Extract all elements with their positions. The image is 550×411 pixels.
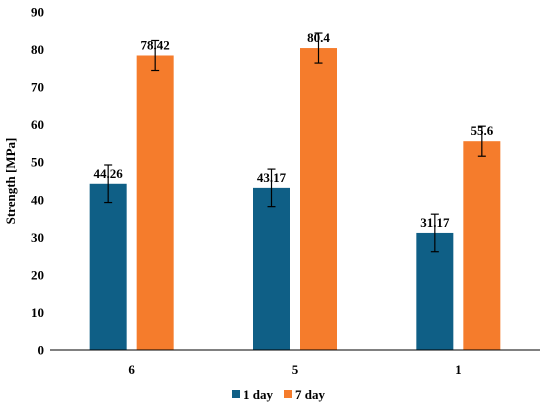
x-tick-label: 5 — [292, 362, 299, 377]
error-bars — [104, 32, 486, 253]
data-label: 80.4 — [307, 30, 330, 45]
legend-label: 7 day — [295, 387, 325, 402]
data-label: 44.26 — [94, 166, 124, 181]
y-tick-label: 70 — [31, 80, 44, 95]
bar-7-day-5 — [300, 48, 337, 350]
data-label: 78.42 — [141, 37, 170, 52]
y-tick-label: 0 — [38, 343, 45, 358]
data-labels: 44.26 78.42 43.17 80.4 31.17 55.6 — [94, 30, 494, 230]
bar-7-day-6 — [136, 55, 174, 351]
y-tick-label: 10 — [31, 305, 44, 320]
bar-1-day-1 — [416, 232, 454, 350]
data-label: 55.6 — [470, 123, 493, 138]
legend-item: 1 day — [232, 387, 273, 402]
error-bar — [104, 164, 113, 204]
bar-1-day-6 — [89, 183, 127, 350]
y-tick-label: 40 — [31, 192, 44, 207]
error-bar — [267, 168, 276, 208]
legend-swatch — [232, 390, 240, 398]
y-axis-ticks: 0 10 20 30 40 50 60 70 80 90 — [31, 5, 44, 358]
legend-label: 1 day — [243, 387, 273, 402]
x-tick-label: 1 — [455, 362, 462, 377]
bar-marks — [89, 48, 501, 351]
y-tick-label: 50 — [31, 155, 44, 170]
data-label: 31.17 — [420, 215, 450, 230]
data-label: 43.17 — [257, 170, 287, 185]
x-axis-ticks: 6 5 1 — [128, 362, 461, 377]
y-tick-label: 90 — [31, 5, 44, 20]
error-bar — [151, 39, 160, 72]
bar-7-day-1 — [463, 141, 501, 350]
legend-swatch — [284, 390, 292, 398]
legend-item: 7 day — [284, 387, 325, 402]
y-tick-label: 20 — [31, 267, 44, 282]
legend: 1 day 7 day — [232, 387, 325, 402]
error-bar — [430, 213, 439, 253]
y-axis-label: Strength [MPa] — [3, 138, 18, 225]
y-tick-label: 80 — [31, 42, 44, 57]
bar-1-day-5 — [253, 187, 290, 350]
y-tick-label: 30 — [31, 230, 44, 245]
error-bar — [314, 32, 323, 64]
x-tick-label: 6 — [128, 362, 135, 377]
error-bar — [477, 125, 486, 157]
y-axis-title: Strength [MPa] — [3, 138, 18, 225]
y-tick-label: 60 — [31, 117, 44, 132]
